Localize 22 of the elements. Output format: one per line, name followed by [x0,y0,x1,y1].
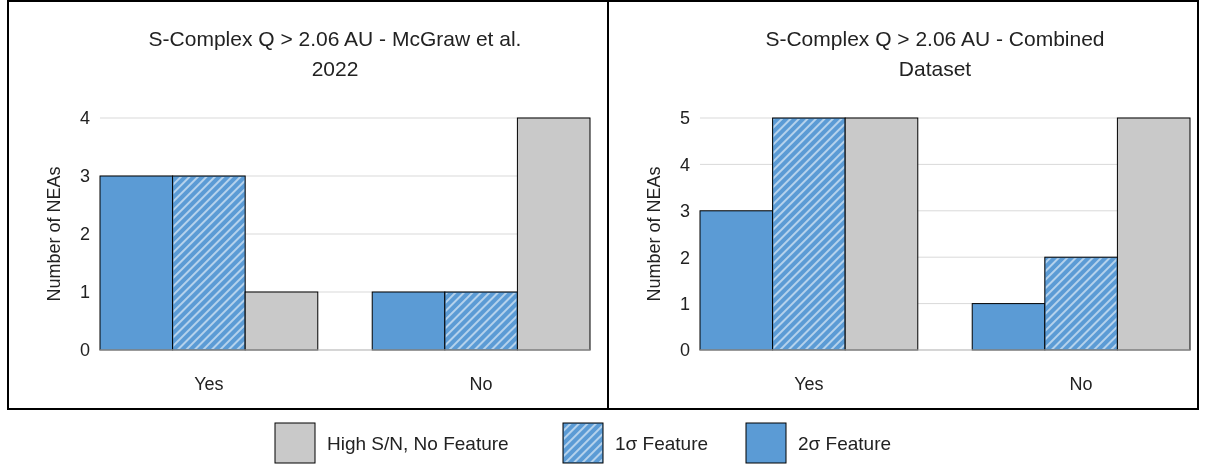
y-tick-label: 2 [679,247,690,268]
y-tick-label: 1 [679,293,690,314]
y-axis-title: Number of NEAs [44,166,64,302]
y-axis-title: Number of NEAs [644,166,664,302]
chart-title: S-Complex Q > 2.06 AU - McGraw et al. 2022 [148,27,522,80]
y-tick-label: 0 [679,340,690,361]
legend-label: High S/N, No Feature [327,432,509,454]
legend-label: 1σ Feature [615,432,709,454]
y-tick-label: 3 [79,166,90,187]
chart-title: S-Complex Q > 2.06 AU - Combined Dataset [765,27,1105,80]
y-tick-label: 3 [679,201,690,222]
legend-label: 2σ Feature [798,432,892,454]
x-tick-label: No [1069,374,1093,394]
y-tick-label: 1 [79,282,90,303]
y-tick-label: 5 [679,108,690,129]
y-tick-label: 2 [79,224,90,245]
y-tick-label: 4 [79,108,90,129]
y-tick-label: 0 [79,340,90,361]
x-tick-label: No [469,374,493,394]
x-tick-label: Yes [794,374,824,394]
x-tick-label: Yes [194,374,224,394]
y-tick-label: 4 [679,154,690,175]
